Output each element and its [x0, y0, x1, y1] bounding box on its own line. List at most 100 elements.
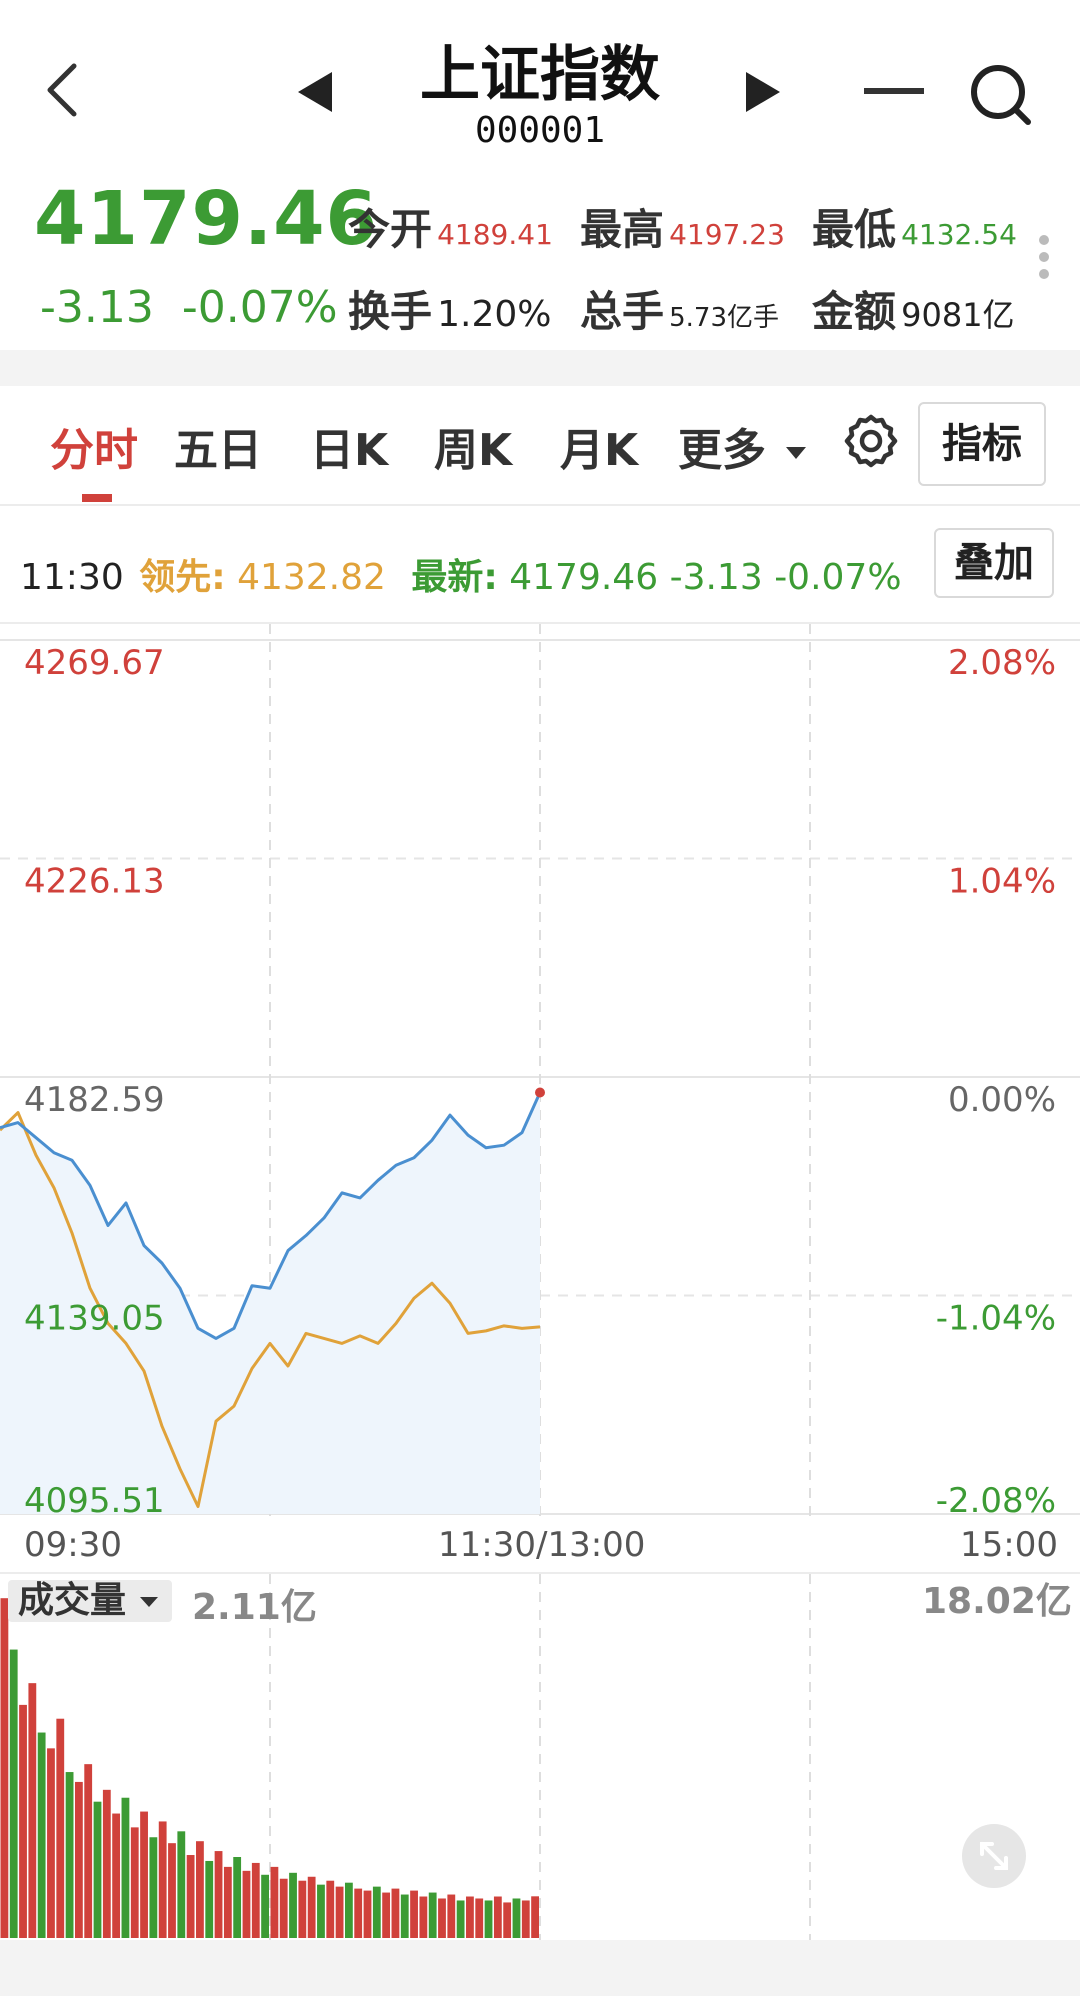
- volume-label: 成交量: [18, 1580, 127, 1621]
- active-tab-indicator: [82, 494, 112, 502]
- leading-index-line: [0, 1111, 541, 1509]
- vertical-dots-icon: [1039, 235, 1049, 279]
- volume-bar: [37, 1732, 46, 1938]
- volume-bar: [531, 1896, 539, 1938]
- next-stock-button[interactable]: [742, 70, 782, 114]
- volume-bar: [47, 1748, 55, 1938]
- back-button[interactable]: [40, 60, 90, 120]
- volume-bar: [65, 1772, 74, 1938]
- y-tick-right: -1.04%: [936, 1299, 1056, 1339]
- volume-bar: [326, 1880, 335, 1938]
- overlay-button[interactable]: 叠加: [934, 528, 1054, 598]
- open-stat: 今开 4189.41: [348, 196, 553, 257]
- tab-monthly-k[interactable]: 月K: [560, 425, 639, 476]
- volume-bar: [428, 1892, 437, 1938]
- volume-bar: [214, 1851, 223, 1938]
- volume-bar: [419, 1896, 428, 1938]
- tab-weekly-k[interactable]: 周K: [434, 425, 513, 476]
- search-button[interactable]: [968, 62, 1034, 128]
- volume-bar: [251, 1862, 260, 1938]
- latest-percent: -0.07%: [774, 557, 902, 598]
- high-stat: 最高 4197.23: [580, 196, 785, 257]
- volume-bar: [205, 1860, 214, 1938]
- y-tick-left: 4269.67: [24, 643, 165, 683]
- search-icon: [971, 65, 1031, 125]
- volume-bar: [484, 1900, 493, 1938]
- volume-bar: [140, 1811, 148, 1938]
- low-label: 最低: [812, 205, 897, 254]
- volume-bar: [438, 1898, 446, 1938]
- volume-bar: [503, 1902, 512, 1938]
- open-label: 今开: [348, 205, 433, 254]
- latest-change: -3.13: [669, 557, 763, 598]
- indicator-button[interactable]: 指标: [918, 402, 1046, 486]
- minus-button[interactable]: [864, 86, 924, 96]
- x-tick-close: 15:00: [960, 1525, 1058, 1565]
- price-change: -3.13 -0.07%: [40, 282, 338, 333]
- volume-bar: [317, 1884, 325, 1938]
- more-options-button[interactable]: [1036, 232, 1052, 282]
- high-value: 4197.23: [669, 218, 785, 251]
- y-tick-left: 4226.13: [24, 862, 165, 902]
- volume-bar: [400, 1894, 409, 1938]
- minus-icon: [864, 88, 924, 94]
- volume-bar: [223, 1866, 232, 1938]
- y-tick-left: 4139.05: [24, 1299, 165, 1339]
- triangle-left-icon: [298, 72, 332, 112]
- page-title: 上证指数: [420, 40, 660, 110]
- tab-five-day[interactable]: 五日: [174, 425, 262, 476]
- volume-bar: [112, 1813, 121, 1938]
- volume-stat: 总手 5.73亿手: [580, 278, 779, 339]
- amount-value: 9081亿: [901, 296, 1015, 334]
- leading-label: 领先:: [139, 557, 226, 598]
- volume-indicator-selector[interactable]: 成交量: [8, 1580, 172, 1622]
- volume-max: 18.02亿: [922, 1581, 1072, 1622]
- volume-bar: [0, 1598, 9, 1938]
- tab-more-label: 更多: [678, 425, 766, 476]
- change-percent: -0.07%: [181, 282, 338, 333]
- expand-icon: [962, 1824, 1026, 1888]
- x-tick-midday: 11:30/13:00: [438, 1525, 646, 1565]
- low-value: 4132.54: [901, 218, 1017, 251]
- open-value: 4189.41: [437, 218, 553, 251]
- volume-bar: [9, 1649, 18, 1938]
- volume-bar: [242, 1870, 251, 1938]
- previous-stock-button[interactable]: [296, 70, 336, 114]
- volume-chart: [0, 1574, 811, 1940]
- volume-bar: [493, 1896, 502, 1938]
- bottom-band: [0, 1940, 1080, 1996]
- volume-bar: [512, 1898, 521, 1938]
- tab-more[interactable]: 更多: [678, 414, 807, 478]
- volume-bar: [158, 1821, 167, 1938]
- dropdown-arrow-icon: [786, 447, 807, 459]
- volume-bar: [391, 1888, 400, 1938]
- volume-bar: [168, 1843, 176, 1938]
- volume-bar: [354, 1888, 363, 1938]
- triangle-right-icon: [746, 72, 780, 112]
- volume-bar: [298, 1880, 307, 1938]
- volume-bar: [74, 1781, 83, 1938]
- leading-value: 4132.82: [237, 557, 386, 598]
- volume-bar: [372, 1886, 381, 1938]
- volume-bar: [102, 1789, 111, 1938]
- price-line: [0, 1091, 542, 1340]
- volume-bar: [93, 1801, 102, 1938]
- volume-bar: [475, 1898, 484, 1938]
- y-tick-left: 4182.59: [24, 1080, 165, 1120]
- latest-label: 最新:: [411, 557, 498, 598]
- intraday-price-chart[interactable]: 4269.67 4226.13 4182.59 4139.05 4095.51 2.08%…: [0, 624, 1080, 1524]
- amount-label: 金额: [812, 287, 897, 336]
- volume-bar: [382, 1892, 391, 1938]
- y-tick-right: -2.08%: [936, 1481, 1056, 1521]
- chart-settings-button[interactable]: [842, 412, 900, 470]
- y-tick-right: 1.04%: [948, 862, 1056, 902]
- turnover-label: 换手: [348, 287, 433, 336]
- tab-intraday[interactable]: 分时: [50, 425, 138, 476]
- volume-bar: [410, 1890, 418, 1938]
- volume-bar: [279, 1878, 288, 1938]
- tab-daily-k[interactable]: 日K: [310, 425, 389, 476]
- amount-stat: 金额 9081亿: [812, 278, 1015, 339]
- fullscreen-button[interactable]: [962, 1824, 1026, 1888]
- high-label: 最高: [580, 205, 665, 254]
- y-tick-left: 4095.51: [24, 1481, 165, 1521]
